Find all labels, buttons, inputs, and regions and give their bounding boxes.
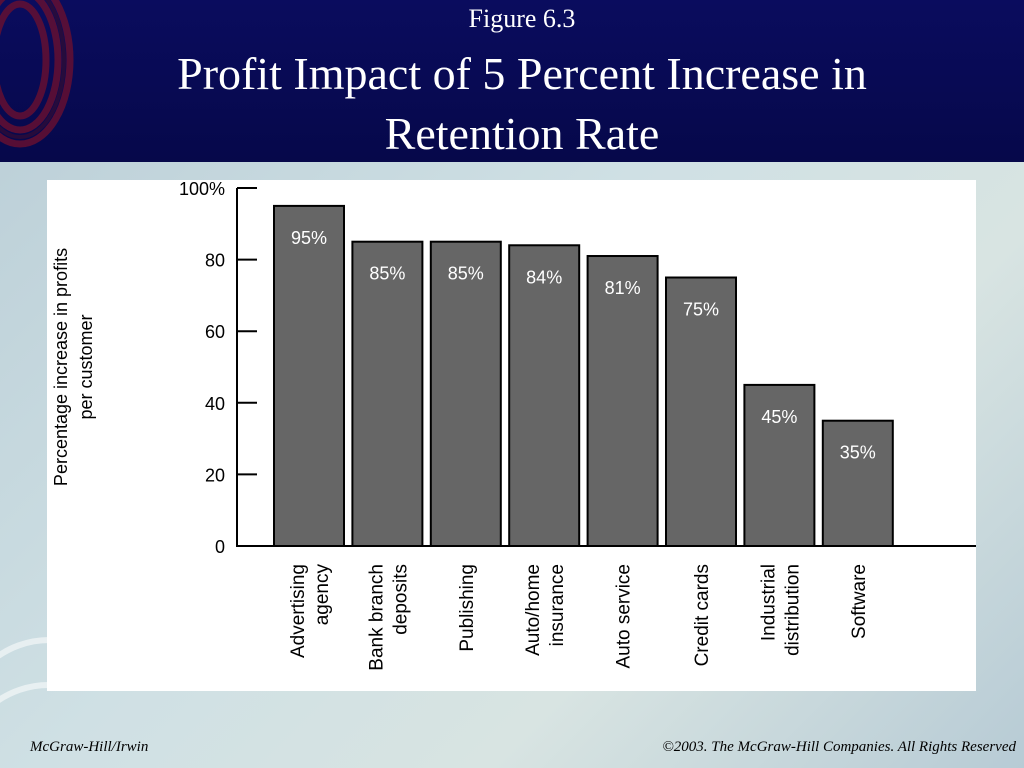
y-axis-title-line-2: per customer: [76, 314, 96, 419]
bar: [429, 240, 502, 547]
chart-panel: 0 20 40 60 80 100% Percentage increase in prof…: [47, 180, 976, 691]
y-axis-title-line-1: Percentage increase in profits: [51, 248, 71, 486]
bar-value-label: 45%: [761, 407, 797, 427]
category-label: insurance: [547, 564, 568, 646]
category-label: Auto service: [614, 564, 635, 669]
bar-value-label: 85%: [448, 264, 484, 284]
figure-label: Figure 6.3: [468, 4, 576, 33]
bar-value-label: 35%: [840, 443, 876, 463]
swirl-decoration-icon: [0, 0, 74, 148]
bar-value-label: 81%: [605, 278, 641, 298]
y-tick-label: 40: [205, 394, 225, 414]
bar: [508, 244, 581, 547]
category-label: deposits: [390, 564, 411, 635]
copyright-notice: ©2003. The McGraw-Hill Companies. All Ri…: [662, 739, 1016, 755]
y-tick-label: 20: [205, 465, 225, 485]
bar-value-label: 85%: [369, 264, 405, 284]
arc-decoration-icon: [0, 636, 51, 704]
y-tick-label: 60: [205, 322, 225, 342]
bar: [821, 419, 894, 547]
bar: [743, 383, 816, 547]
bar-value-label: 75%: [683, 300, 719, 320]
title-line-1: Profit Impact of 5 Percent Increase in: [177, 48, 867, 99]
y-tick-label: 100%: [179, 180, 225, 199]
bar: [351, 240, 424, 547]
y-tick-label: 80: [205, 251, 225, 271]
bar: [665, 276, 737, 547]
bar-value-label: 84%: [526, 267, 562, 287]
category-label: Publishing: [457, 564, 478, 652]
profit-bar-chart: 0 20 40 60 80 100% Percentage increase in prof…: [51, 180, 976, 671]
category-label: Advertising: [288, 564, 309, 658]
publisher-name: McGraw-Hill/Irwin: [30, 739, 149, 755]
category-label: Auto/home: [523, 564, 544, 656]
category-label: agency: [312, 564, 333, 626]
category-label: Industrial: [758, 564, 779, 641]
category-label: Software: [849, 564, 870, 639]
bar: [273, 204, 345, 548]
category-label: distribution: [782, 564, 803, 656]
bar: [586, 255, 659, 548]
title-line-2: Retention Rate: [384, 108, 660, 159]
category-label: Bank branch: [366, 564, 387, 671]
slide-title: Profit Impact of 5 Percent Increase in R…: [0, 44, 1024, 162]
category-label: Credit cards: [692, 564, 713, 666]
bar-value-label: 95%: [291, 228, 327, 248]
y-tick-label: 0: [215, 537, 225, 557]
slide-header: Figure 6.3 Profit Impact of 5 Percent In…: [0, 0, 1024, 162]
